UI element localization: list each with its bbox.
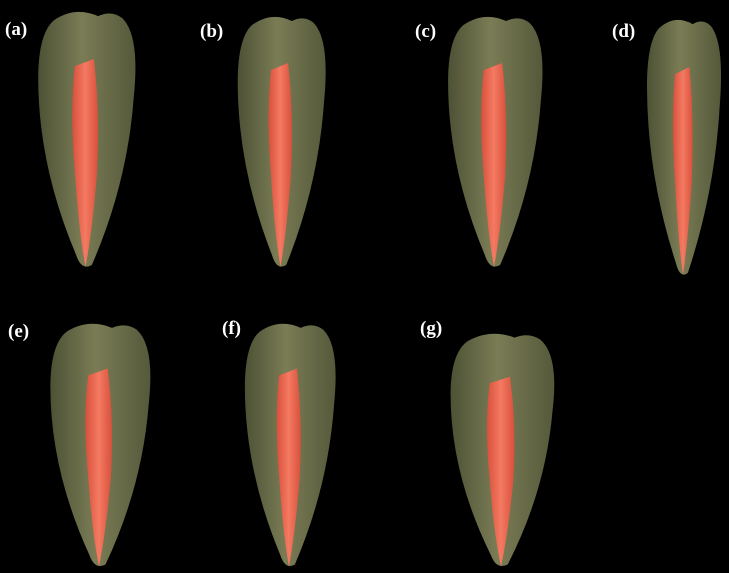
panel-label: (e) <box>8 321 29 342</box>
panel-label: (a) <box>5 19 27 40</box>
panel-label: (f) <box>222 318 241 339</box>
panel-label: (c) <box>415 21 436 42</box>
panel-label: (d) <box>612 21 635 42</box>
panel-label: (b) <box>200 21 223 42</box>
figure: (a) (b) (c) (d) (e) (f) (g) <box>0 0 729 573</box>
panel-label: (g) <box>420 318 442 339</box>
